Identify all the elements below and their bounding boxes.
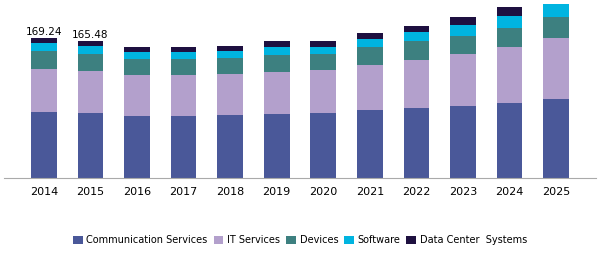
Bar bbox=[497, 103, 523, 178]
Bar bbox=[544, 17, 569, 38]
Bar bbox=[124, 116, 150, 178]
Bar bbox=[31, 50, 56, 69]
Bar bbox=[497, 28, 523, 47]
Bar bbox=[217, 51, 243, 58]
Bar bbox=[171, 116, 196, 178]
Bar bbox=[264, 114, 290, 178]
Bar bbox=[217, 45, 243, 51]
Bar bbox=[404, 26, 429, 32]
Bar bbox=[357, 66, 383, 110]
Bar bbox=[217, 115, 243, 178]
Bar bbox=[264, 55, 290, 72]
Bar bbox=[357, 110, 383, 178]
Bar bbox=[497, 8, 523, 16]
Bar bbox=[264, 41, 290, 47]
Bar bbox=[310, 70, 336, 113]
Bar bbox=[124, 75, 150, 116]
Bar bbox=[310, 47, 336, 54]
Bar bbox=[124, 47, 150, 52]
Text: 169.24: 169.24 bbox=[26, 27, 62, 37]
Bar bbox=[404, 108, 429, 178]
Bar bbox=[544, 38, 569, 99]
Bar bbox=[124, 59, 150, 75]
Bar bbox=[450, 35, 476, 54]
Bar bbox=[544, 3, 569, 17]
Bar bbox=[171, 47, 196, 52]
Bar bbox=[77, 46, 103, 54]
Bar bbox=[310, 113, 336, 178]
Bar bbox=[544, 99, 569, 178]
Bar bbox=[357, 47, 383, 66]
Bar bbox=[404, 60, 429, 108]
Bar bbox=[31, 38, 56, 43]
Bar bbox=[357, 33, 383, 39]
Bar bbox=[31, 43, 56, 50]
Bar bbox=[264, 47, 290, 55]
Bar bbox=[31, 69, 56, 112]
Bar bbox=[217, 58, 243, 74]
Bar bbox=[310, 54, 336, 70]
Bar bbox=[171, 75, 196, 116]
Bar bbox=[497, 16, 523, 28]
Text: 165.48: 165.48 bbox=[72, 30, 109, 40]
Bar bbox=[77, 112, 103, 178]
Bar bbox=[450, 106, 476, 178]
Bar bbox=[77, 41, 103, 46]
Bar bbox=[310, 41, 336, 47]
Bar bbox=[404, 41, 429, 60]
Bar bbox=[124, 52, 150, 59]
Legend: Communication Services, IT Services, Devices, Software, Data Center  Systems: Communication Services, IT Services, Dev… bbox=[69, 232, 531, 249]
Bar bbox=[404, 32, 429, 41]
Bar bbox=[31, 112, 56, 178]
Bar bbox=[171, 59, 196, 75]
Bar bbox=[450, 17, 476, 25]
Bar bbox=[77, 71, 103, 112]
Bar bbox=[450, 25, 476, 35]
Bar bbox=[450, 54, 476, 106]
Bar bbox=[264, 72, 290, 114]
Bar bbox=[171, 52, 196, 59]
Bar bbox=[217, 74, 243, 115]
Bar bbox=[357, 39, 383, 47]
Bar bbox=[497, 47, 523, 103]
Bar bbox=[544, 0, 569, 3]
Bar bbox=[77, 54, 103, 71]
